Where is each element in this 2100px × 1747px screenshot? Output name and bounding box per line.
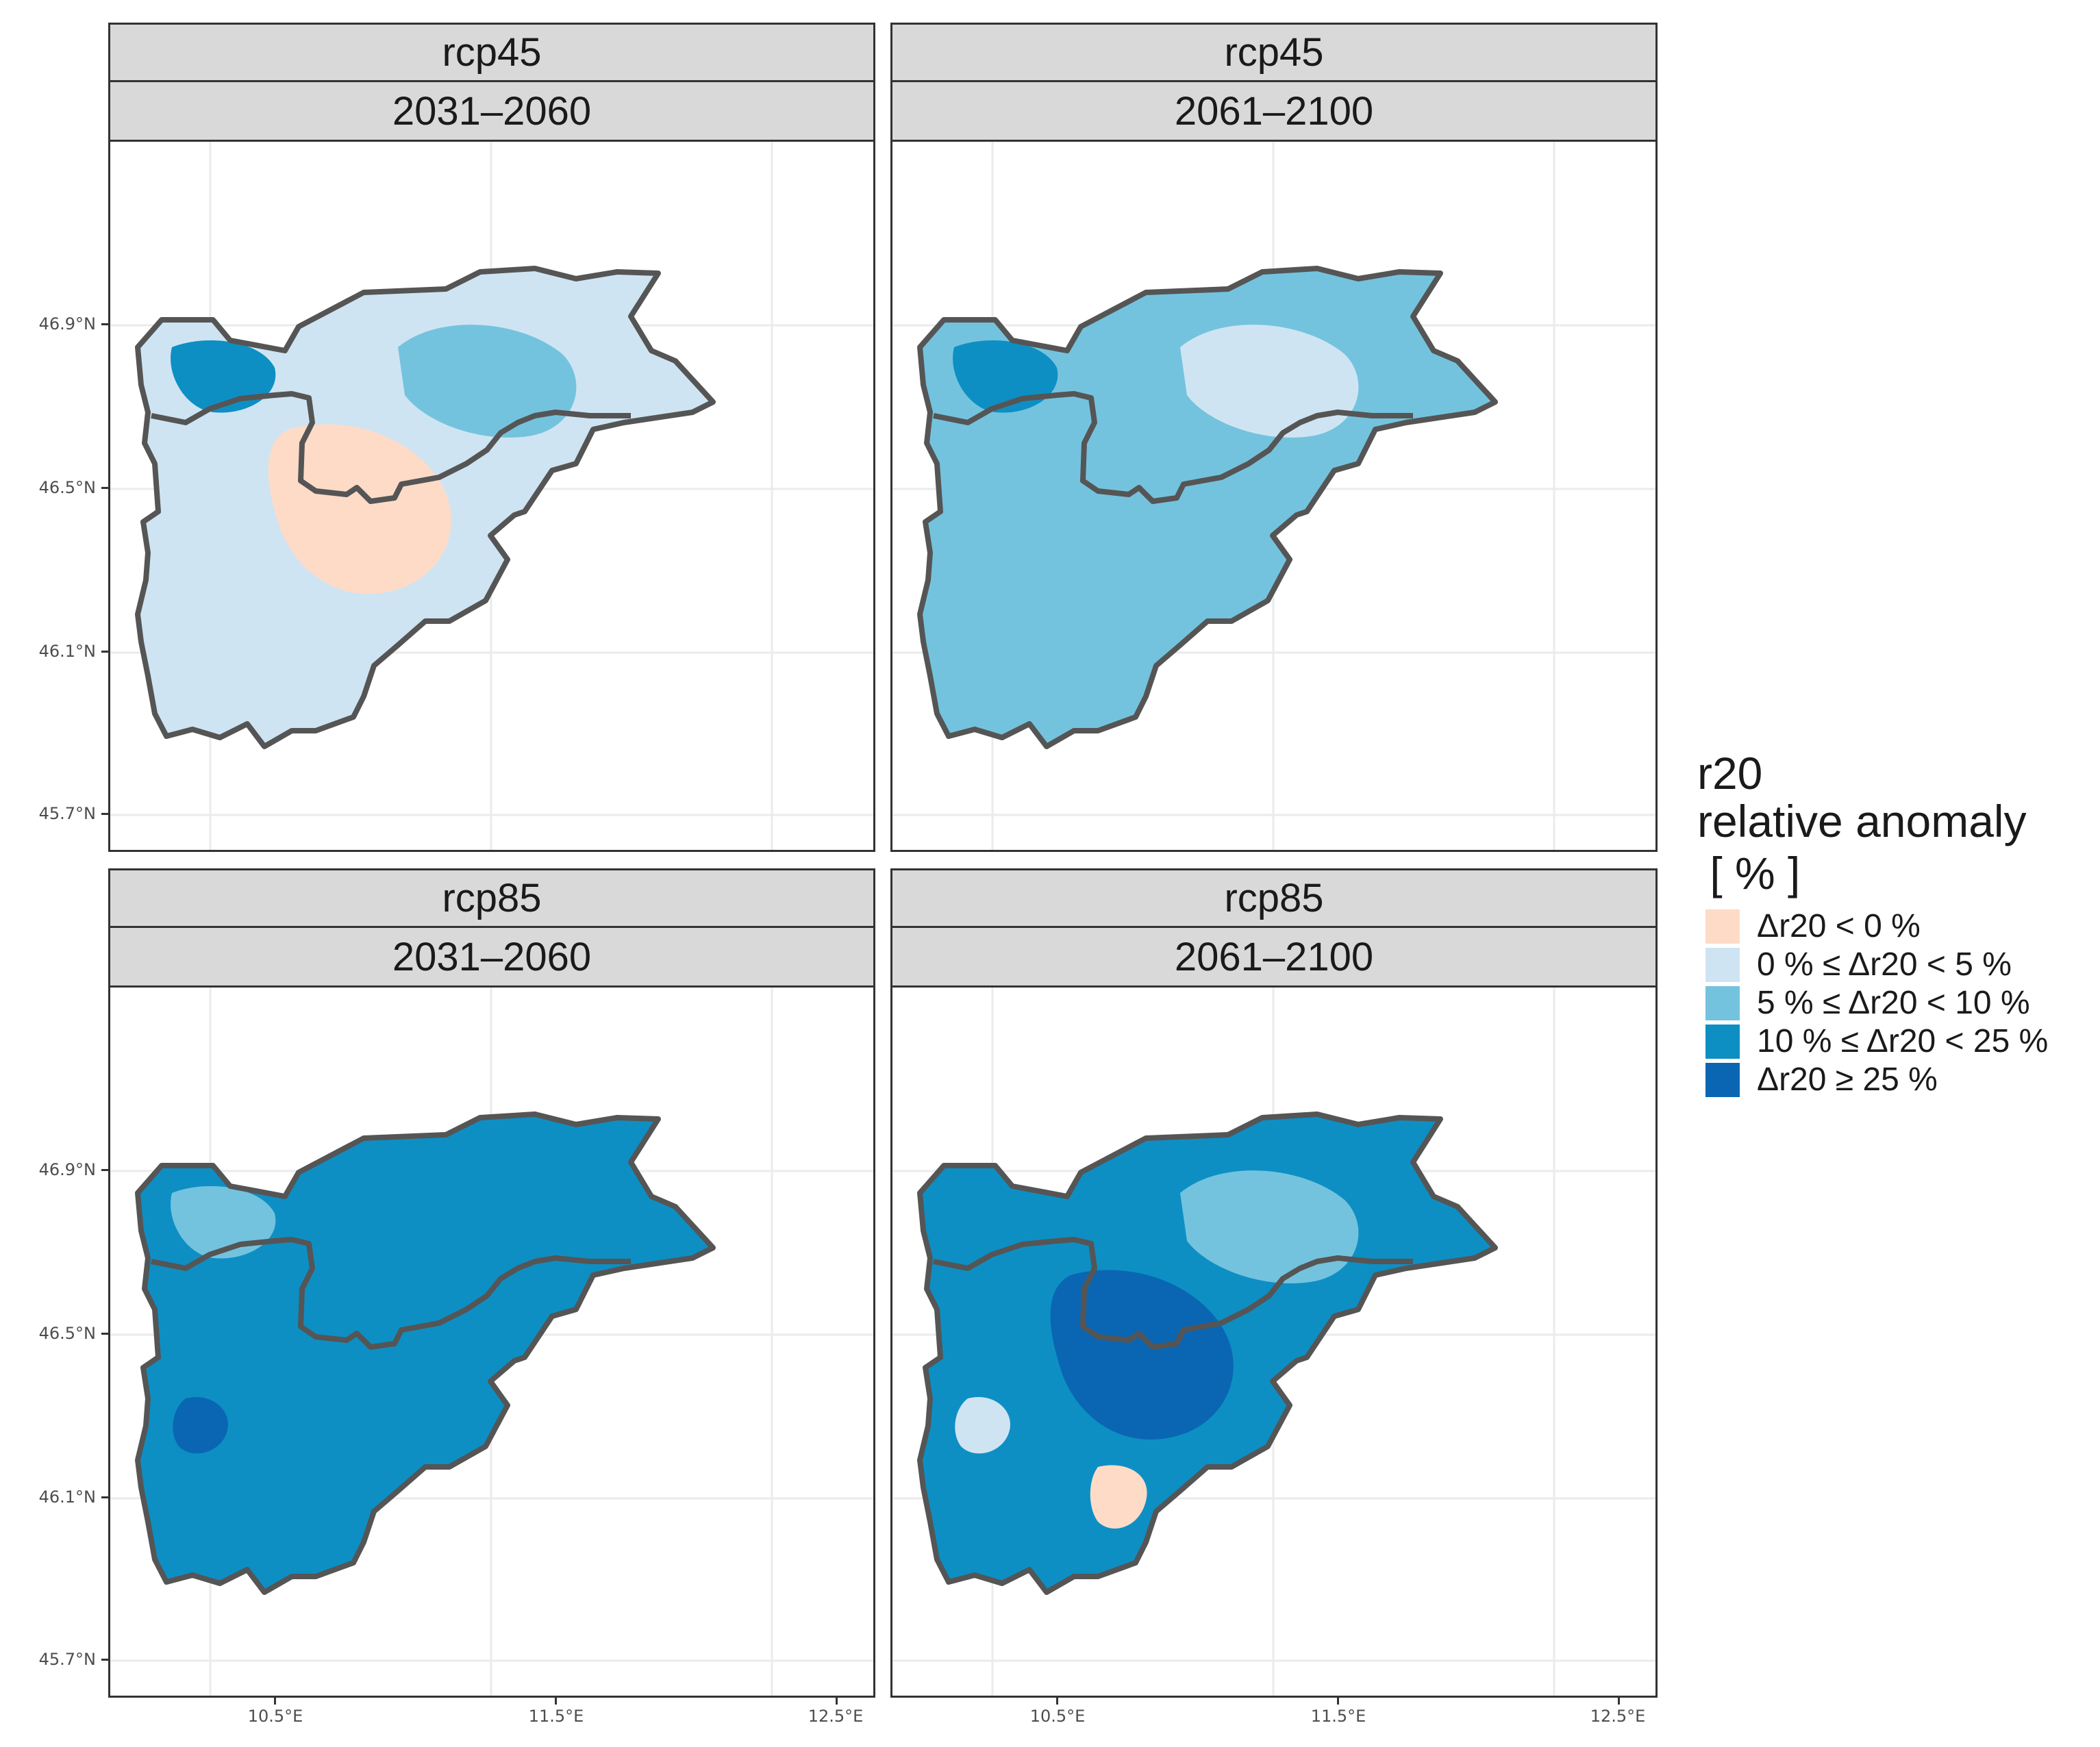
- x-tick-label-right-115: 11.5°E: [1310, 1707, 1366, 1726]
- legend-key-0-5: [1705, 948, 1740, 982]
- y-tick-mark: [101, 487, 108, 489]
- x-tick-label-left-125: 12.5°E: [808, 1707, 864, 1726]
- panel-2-period-strip: 2061–2100: [890, 80, 1658, 142]
- province-border: [151, 391, 631, 504]
- panel-4-scenario-strip: rcp85: [890, 868, 1658, 928]
- y-tick-label-top-461: 46.1°N: [38, 642, 96, 661]
- legend-key-10-25: [1705, 1025, 1740, 1059]
- anomaly-patch: [173, 1397, 228, 1454]
- province-border: [151, 1237, 631, 1350]
- legend-label-25-plus: Δr20 ≥ 25 %: [1757, 1061, 1938, 1098]
- x-tick-mark: [1337, 1698, 1339, 1705]
- x-tick-mark: [1618, 1698, 1620, 1705]
- panel-4-period-strip: 2061–2100: [890, 926, 1658, 988]
- legend-label-0-5: 0 % ≤ Δr20 < 5 %: [1757, 946, 2012, 983]
- panel-2-scenario-strip: rcp45: [890, 23, 1658, 82]
- y-tick-mark: [101, 651, 108, 653]
- panel-1-scenario-strip: rcp45: [108, 23, 875, 82]
- legend-key-negative: [1705, 909, 1740, 944]
- legend-label-10-25: 10 % ≤ Δr20 < 25 %: [1757, 1023, 2049, 1059]
- x-tick-mark: [274, 1698, 276, 1705]
- y-tick-mark: [101, 1333, 108, 1335]
- map-2-svg: [892, 142, 1655, 850]
- panel-3-scenario-strip: rcp85: [108, 868, 875, 928]
- panel-3-period-strip: 2031–2060: [108, 926, 875, 988]
- x-tick-label-right-105: 10.5°E: [1029, 1707, 1086, 1726]
- map-panel-4: [890, 985, 1658, 1698]
- anomaly-patch: [1050, 1270, 1234, 1440]
- y-tick-label-top-457: 45.7°N: [38, 804, 96, 823]
- anomaly-patch: [268, 424, 451, 594]
- region-outline: [917, 1111, 1498, 1595]
- y-tick-mark: [101, 1496, 108, 1498]
- y-tick-label-top-469: 46.9°N: [38, 314, 96, 334]
- province-border: [933, 391, 1413, 504]
- region-outline: [135, 266, 716, 749]
- legend-title-line-3: [ % ]: [1697, 848, 1801, 898]
- x-tick-mark: [1056, 1698, 1058, 1705]
- y-tick-label-top-465: 46.5°N: [38, 478, 96, 497]
- y-tick-label-bottom-465: 46.5°N: [38, 1324, 96, 1343]
- legend-label-negative: Δr20 < 0 %: [1757, 908, 1921, 944]
- y-tick-label-bottom-461: 46.1°N: [38, 1487, 96, 1507]
- y-tick-mark: [101, 813, 108, 815]
- anomaly-patch: [398, 325, 577, 438]
- anomaly-patch: [953, 340, 1058, 413]
- legend-key-5-10: [1705, 986, 1740, 1020]
- y-tick-label-bottom-469: 46.9°N: [38, 1160, 96, 1179]
- x-tick-mark: [555, 1698, 557, 1705]
- map-panel-1: [108, 140, 875, 852]
- y-tick-mark: [101, 1169, 108, 1171]
- map-panel-3: [108, 985, 875, 1698]
- legend-key-25-plus: [1705, 1063, 1740, 1097]
- anomaly-patch: [171, 340, 276, 413]
- anomaly-patch: [1090, 1465, 1147, 1529]
- panel-1-period-strip: 2031–2060: [108, 80, 875, 142]
- y-tick-mark: [101, 323, 108, 325]
- x-tick-label-left-115: 11.5°E: [528, 1707, 584, 1726]
- x-tick-mark: [836, 1698, 838, 1705]
- x-tick-label-left-105: 10.5°E: [247, 1707, 303, 1726]
- map-4-svg: [892, 988, 1655, 1696]
- legend-title-line-1: r20: [1697, 748, 1763, 799]
- legend-label-5-10: 5 % ≤ Δr20 < 10 %: [1757, 985, 2030, 1021]
- anomaly-patch: [955, 1397, 1010, 1454]
- province-border: [933, 1237, 1413, 1350]
- y-tick-mark: [101, 1659, 108, 1661]
- map-3-svg: [110, 988, 873, 1696]
- legend-title-line-2: relative anomaly: [1697, 796, 2027, 846]
- anomaly-patch: [1180, 325, 1359, 438]
- x-tick-label-right-125: 12.5°E: [1590, 1707, 1646, 1726]
- region-outline: [917, 266, 1498, 749]
- map-panel-2: [890, 140, 1658, 852]
- region-outline: [135, 1111, 716, 1595]
- anomaly-patch: [171, 1186, 276, 1259]
- region-fill: [138, 1114, 713, 1592]
- map-1-svg: [110, 142, 873, 850]
- y-tick-label-bottom-457: 45.7°N: [38, 1650, 96, 1669]
- anomaly-patch: [1180, 1170, 1359, 1283]
